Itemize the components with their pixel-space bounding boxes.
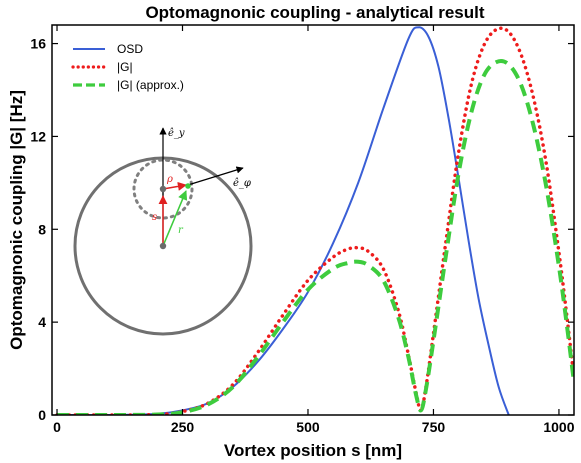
legend: OSD |G| |G| (approx.) [71, 42, 184, 92]
vortex-dot [159, 185, 167, 193]
plot-frame [51, 24, 575, 416]
ey-label: ê_y [168, 128, 185, 139]
x-tick-label-2: 500 [296, 419, 320, 435]
y-tick-label-1: 4 [38, 314, 46, 330]
ephi-arrow [187, 166, 244, 186]
point-dot [185, 183, 191, 189]
ephi-label: ê_φ [233, 178, 251, 189]
legend-label-1: |G| [117, 60, 133, 74]
legend-label-2: |G| (approx.) [117, 78, 184, 92]
ticks-layer: 0 250 500 750 1000 0 4 8 12 16 [30, 25, 575, 435]
center-dot [159, 242, 167, 250]
y-tick-label-2: 8 [38, 221, 46, 237]
x-tick-label-4: 1000 [543, 419, 574, 435]
r-vector [162, 190, 188, 247]
x-tick-label-1: 250 [171, 419, 195, 435]
x-axis-label: Vortex position s [nm] [224, 441, 402, 460]
y-tick-label-0: 0 [38, 407, 46, 423]
y-axis-label: Optomagnonic coupling |G| [Hz] [7, 90, 26, 350]
y-tick-label-4: 16 [30, 36, 46, 52]
legend-label-0: OSD [117, 42, 143, 56]
y-tick-label-3: 12 [30, 128, 46, 144]
x-tick-label-0: 0 [53, 419, 61, 435]
r-label: r [178, 225, 184, 236]
series-layer [55, 26, 574, 415]
s-label: s [152, 212, 157, 223]
series-line-2 [57, 59, 574, 415]
x-tick-label-3: 750 [422, 419, 446, 435]
inset-diagram: ê_y ê_φ ρ s r [73, 127, 253, 336]
chart-title: Optomagnonic coupling - analytical resul… [145, 3, 484, 22]
rho-vector [162, 181, 187, 191]
rho-label: ρ [166, 174, 173, 185]
